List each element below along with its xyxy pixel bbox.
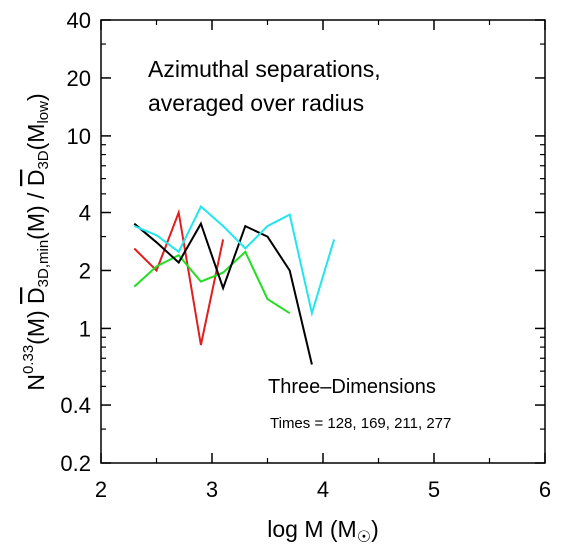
- y-axis-label: N0.33(M) D3D,min(M) / D3D(Mlow): [20, 93, 52, 390]
- y-tick-label: 0.4: [60, 393, 91, 418]
- times-label: Times = 128, 169, 211, 277: [270, 415, 451, 432]
- x-axis-label: log M (M☉): [267, 516, 378, 546]
- axis-ticks: [100, 19, 546, 464]
- y-tick-label: 20: [67, 66, 91, 91]
- series-line-3: [133, 221, 313, 365]
- series-line-4: [133, 204, 336, 318]
- x-tick-label: 5: [428, 477, 440, 502]
- y-tick-label: 4: [79, 201, 91, 226]
- series-line-1: [133, 208, 225, 346]
- tick-labels: 2 3 4 5 6 0.2 0.4 1 2 4 10 20 40: [60, 8, 551, 502]
- dimensions-label: Three–Dimensions: [268, 376, 436, 398]
- y-tick-label: 0.2: [60, 451, 91, 476]
- y-tick-label: 10: [67, 124, 91, 149]
- y-tick-label: 2: [79, 258, 91, 283]
- x-tick-label: 2: [95, 477, 107, 502]
- x-tick-label: 3: [206, 477, 218, 502]
- y-tick-label: 1: [79, 316, 91, 341]
- series-group: [133, 204, 336, 365]
- heading-line-2: averaged over radius: [148, 90, 364, 116]
- series-line-2: [133, 250, 291, 315]
- x-tick-label: 6: [539, 477, 551, 502]
- heading-line-1: Azimuthal separations,: [148, 56, 381, 82]
- x-tick-label: 4: [317, 477, 329, 502]
- y-tick-label: 40: [67, 8, 91, 33]
